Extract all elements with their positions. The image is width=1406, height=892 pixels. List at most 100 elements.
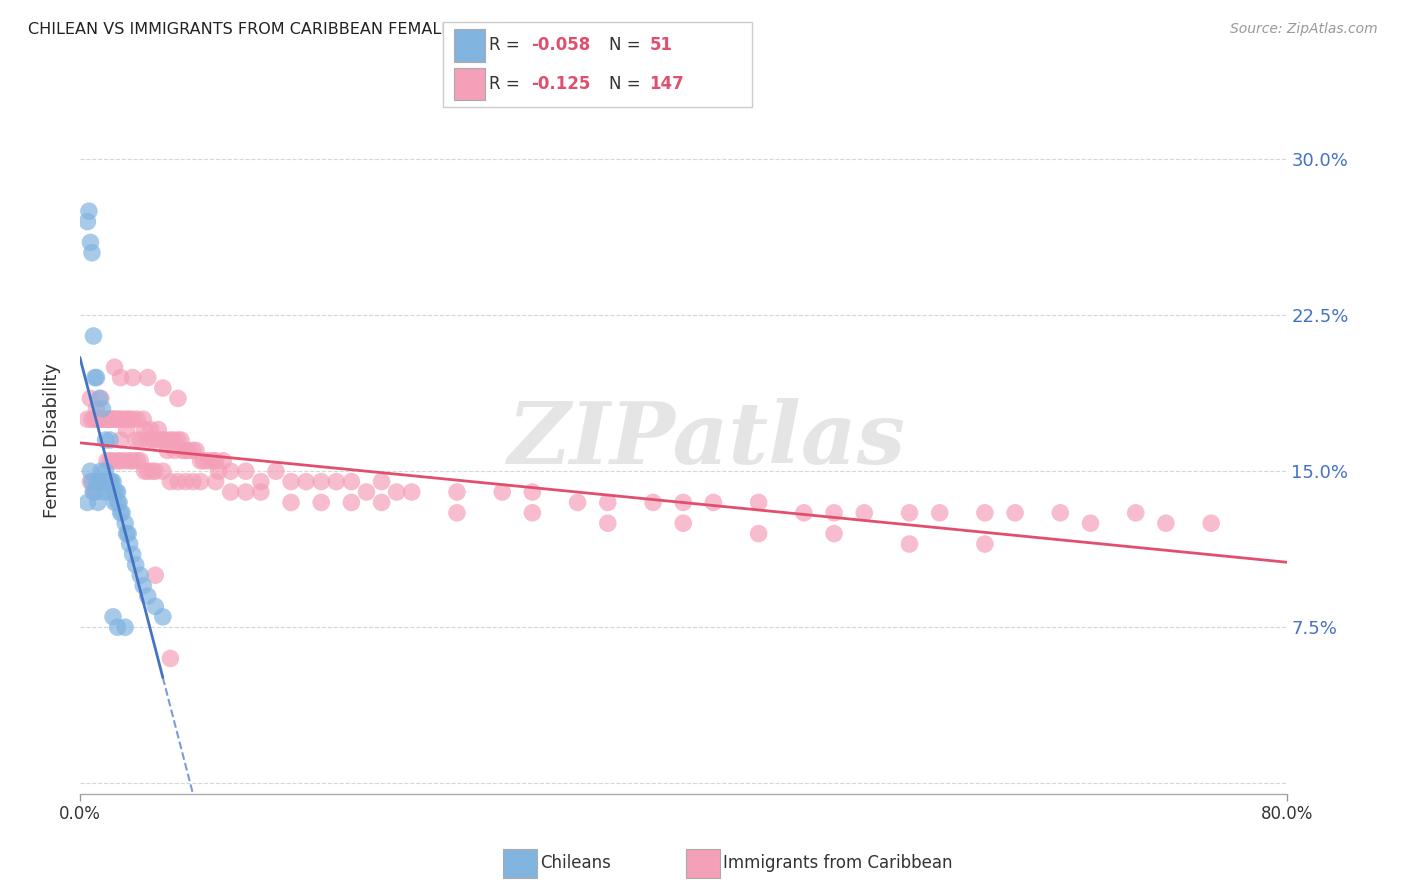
Point [596, 495, 619, 509]
Point [84, 485, 107, 500]
Point [79, 392, 101, 406]
Point [114, 454, 136, 468]
Point [129, 568, 152, 582]
Point [121, 370, 143, 384]
Point [79, 464, 101, 478]
Point [76, 412, 98, 426]
Text: Source: ZipAtlas.com: Source: ZipAtlas.com [1230, 22, 1378, 37]
Point [1154, 516, 1177, 531]
Point [107, 620, 129, 634]
Point [134, 423, 156, 437]
Point [163, 443, 186, 458]
Point [118, 454, 141, 468]
Point [121, 548, 143, 562]
Point [823, 526, 845, 541]
Point [974, 506, 997, 520]
Point [87, 412, 110, 426]
Point [853, 506, 876, 520]
Point [522, 485, 544, 500]
Point [748, 526, 770, 541]
Point [197, 454, 219, 468]
Point [446, 485, 468, 500]
Text: N =: N = [609, 75, 640, 93]
Point [491, 485, 513, 500]
Point [129, 454, 152, 468]
Point [522, 506, 544, 520]
Point [672, 495, 695, 509]
Point [127, 454, 149, 468]
Point [101, 412, 124, 426]
Point [96, 412, 118, 426]
Point [181, 475, 204, 489]
Point [91, 412, 114, 426]
Point [309, 475, 332, 489]
Text: 147: 147 [650, 75, 685, 93]
Text: -0.125: -0.125 [531, 75, 591, 93]
Point [672, 516, 695, 531]
Point [823, 506, 845, 520]
Point [219, 464, 242, 478]
Point [136, 433, 159, 447]
Point [80, 475, 103, 489]
Point [93, 412, 115, 426]
Text: R =: R = [489, 75, 520, 93]
Point [134, 464, 156, 478]
Point [181, 443, 204, 458]
Point [159, 433, 181, 447]
Point [93, 485, 115, 500]
Point [152, 433, 174, 447]
Point [90, 464, 112, 478]
Point [167, 475, 190, 489]
Point [184, 443, 207, 458]
Point [250, 485, 273, 500]
Point [446, 506, 468, 520]
Point [309, 495, 332, 509]
Point [101, 610, 124, 624]
Point [98, 475, 121, 489]
Point [204, 475, 226, 489]
Text: -0.058: -0.058 [531, 37, 591, 54]
Point [385, 485, 408, 500]
Point [141, 433, 163, 447]
Text: R =: R = [489, 37, 520, 54]
Y-axis label: Female Disability: Female Disability [44, 362, 60, 517]
Point [125, 558, 148, 572]
Point [928, 506, 950, 520]
Point [898, 506, 921, 520]
Point [86, 475, 108, 489]
Point [115, 423, 138, 437]
Point [97, 412, 120, 426]
Point [115, 526, 138, 541]
Point [86, 401, 108, 416]
Point [121, 412, 143, 426]
Point [136, 589, 159, 603]
Point [107, 495, 129, 509]
Point [89, 392, 111, 406]
Point [111, 412, 134, 426]
Point [280, 495, 302, 509]
Point [641, 495, 664, 509]
Point [974, 537, 997, 551]
Point [204, 454, 226, 468]
Point [208, 464, 231, 478]
Point [82, 485, 104, 500]
Point [76, 495, 98, 509]
Point [82, 485, 104, 500]
Point [190, 454, 212, 468]
Point [159, 651, 181, 665]
Point [340, 495, 363, 509]
Point [111, 506, 134, 520]
Point [98, 485, 121, 500]
Point [107, 412, 129, 426]
Point [193, 454, 215, 468]
Point [98, 433, 121, 447]
Point [76, 214, 98, 228]
Point [96, 475, 118, 489]
Point [114, 412, 136, 426]
Point [162, 433, 184, 447]
Point [174, 443, 197, 458]
Point [167, 433, 190, 447]
Point [90, 392, 112, 406]
Point [155, 433, 177, 447]
Point [91, 475, 114, 489]
